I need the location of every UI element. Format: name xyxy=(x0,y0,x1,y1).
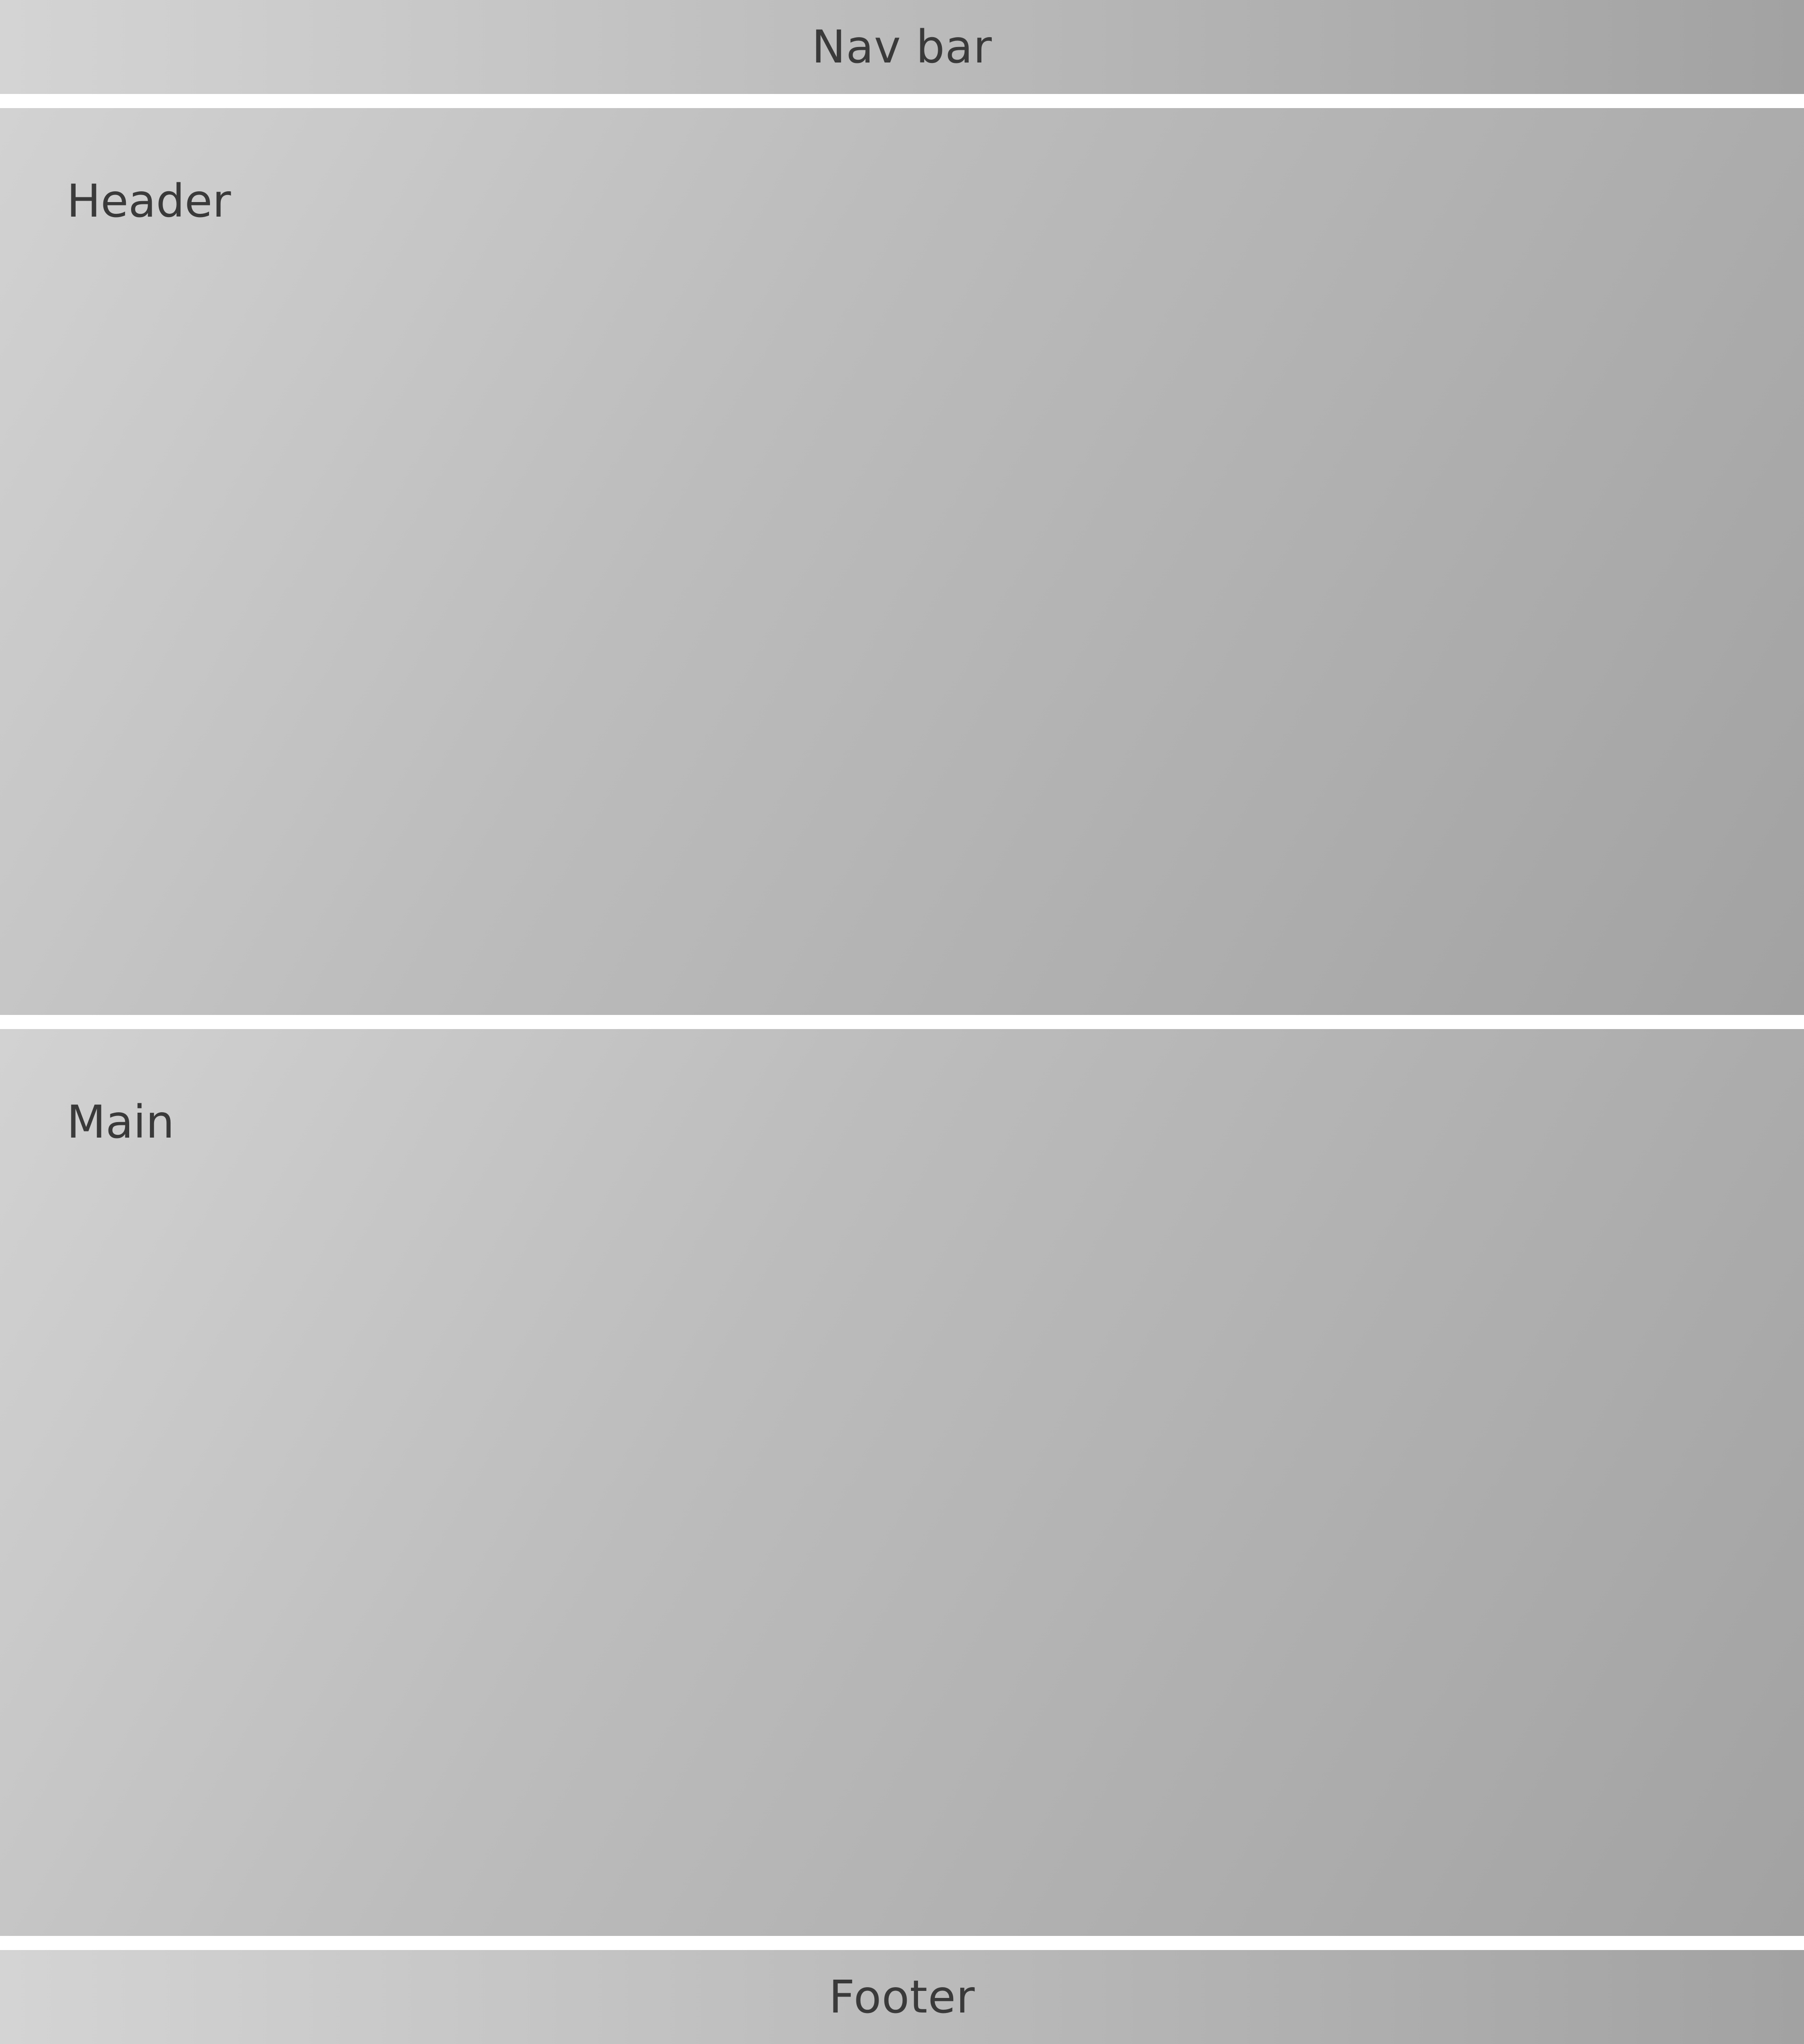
nav-bar: Nav bar xyxy=(0,0,1804,94)
main-label: Main xyxy=(67,1096,175,1148)
footer-label: Footer xyxy=(829,1971,975,2023)
nav-bar-label: Nav bar xyxy=(811,21,993,73)
footer-bar: Footer xyxy=(0,1950,1804,2044)
header-label: Header xyxy=(67,175,231,227)
header-section: Header xyxy=(0,108,1804,1015)
main-section: Main xyxy=(0,1029,1804,1936)
